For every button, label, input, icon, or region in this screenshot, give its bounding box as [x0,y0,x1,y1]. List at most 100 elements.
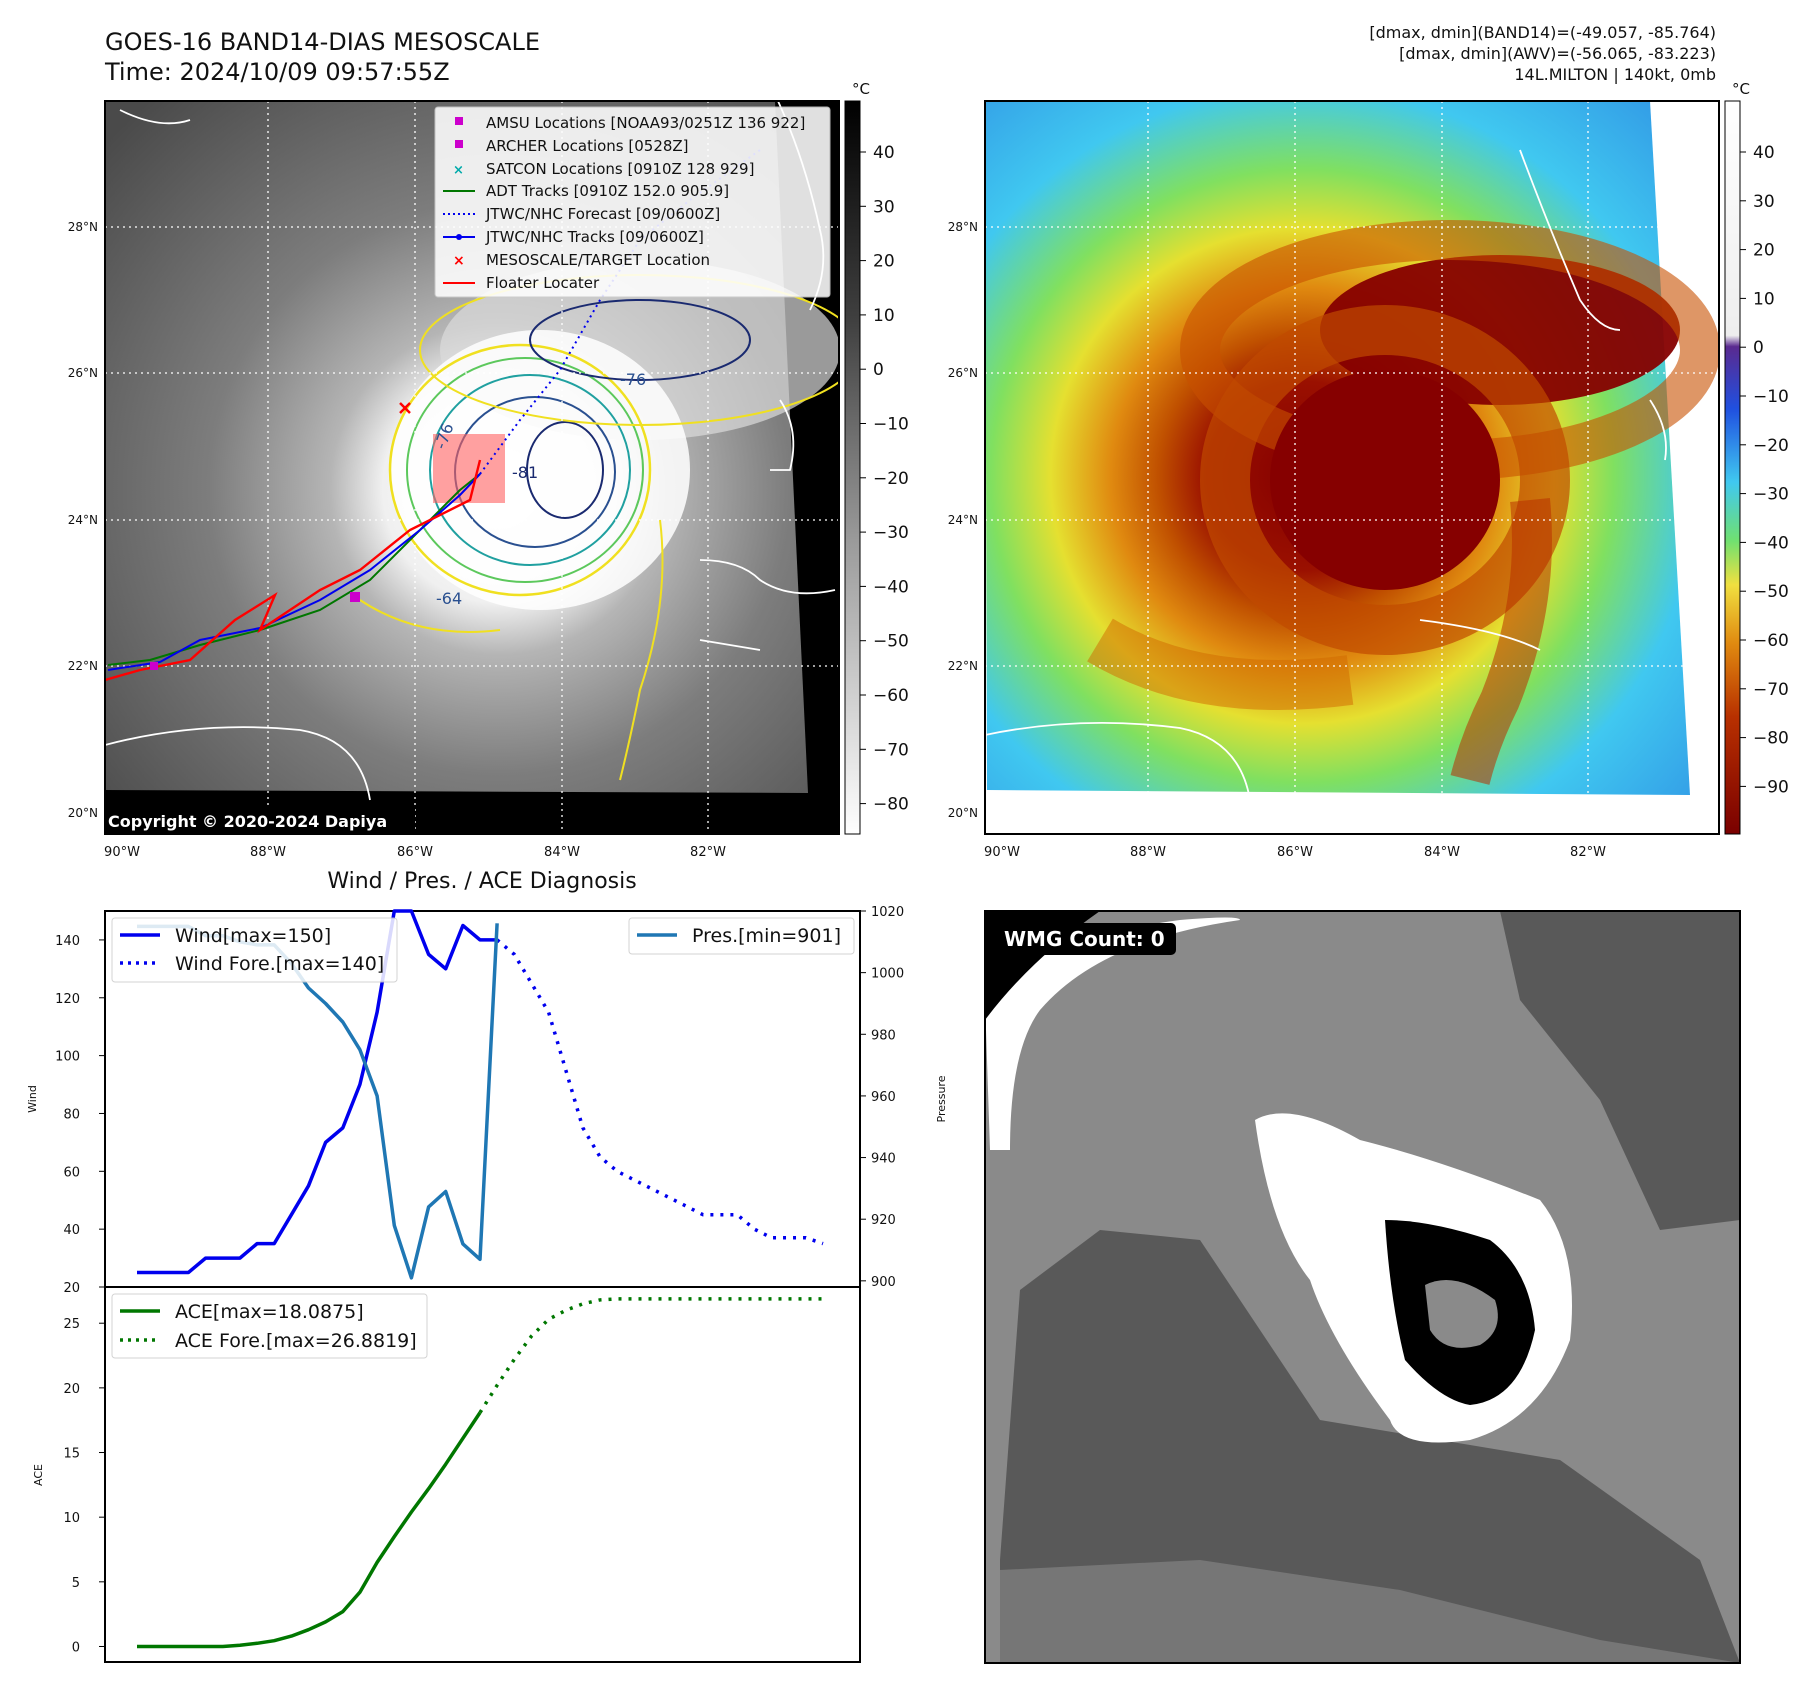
legend-item-floater: Floater Locater [443,274,600,292]
figure-title: GOES-16 BAND14-DIAS MESOSCALE [105,28,540,56]
ace-legend-box [111,1293,428,1359]
wind-y-tick-label-140: 140 [55,934,80,949]
color-lat-label-24: 24°N [948,513,978,527]
ir-colorbar-tick-label-11: −70 [873,740,909,760]
contour-teal [429,374,631,566]
color-coastlines [985,149,1667,801]
ace-series-group [137,1297,823,1649]
ir-lon-label-84: 84°W [544,845,580,860]
color-lat-label-28: 28°N [948,220,978,234]
wind-y-tick-label-80: 80 [63,1107,80,1122]
color-colorbar-tick-label-12: −80 [1753,729,1789,749]
wind-y-ticks: 20 40 60 80 100 120 140 [55,934,105,1296]
figure-time: Time: 2024/10/09 09:57:55Z [104,58,450,86]
ace-legend: ACE[max=18.0875] ACE Fore.[max=26.8819] [111,1293,428,1359]
wmg-dark-region-southwest [1000,1230,1740,1663]
map-legend-box [434,106,831,298]
ace-series-line [137,1411,482,1649]
wmg-count-label: WMG Count: 0 [1004,927,1165,951]
pressure-legend: Pres.[min=901] [628,917,855,955]
contour-rainband-west [359,599,501,633]
contour-green [406,357,644,583]
floater-locater-track [105,459,482,682]
ir-colorbar-tick-label-7: −30 [873,523,909,543]
contour-navy-north [529,299,751,381]
color-colorbar-tick-label-6: −20 [1753,436,1789,456]
ir-eyewall-cloud [390,330,690,610]
ir-colorbar-gradient [844,100,861,835]
contour-label-3: -81 [512,463,538,482]
ace-y-tick-label-20: 20 [63,1382,80,1397]
legend-item-satcon: × SATCON Locations [0910Z 128 929] [453,160,754,178]
wind-legend: Wind[max=150] Wind Fore.[max=140] [111,917,398,983]
contour-label-4: -64 [436,589,462,608]
color-lon-label-84: 84°W [1424,845,1460,860]
awv-range: [dmax, dmin](AWV)=(-56.065, -83.223) [1399,44,1716,63]
wind-y-tick-label-100: 100 [55,1050,80,1065]
map-legend: AMSU Locations [NOAA93/0251Z 136 922] AR… [434,106,831,298]
legend-label-mesoscale: MESOSCALE/TARGET Location [486,251,710,269]
legend-marker-archer [455,140,463,148]
legend-label-archer: ARCHER Locations [0528Z] [486,137,689,155]
jtwc-forecast-track [479,149,761,475]
ir-colorbar-tick-label-1: 30 [873,197,895,217]
ir-colorbar-tick-label-2: 20 [873,252,895,272]
legend-item-amsu: AMSU Locations [NOAA93/0251Z 136 922] [455,114,805,132]
legend-label-adt: ADT Tracks [0910Z 152.0 905.9] [486,182,729,200]
legend-label-amsu: AMSU Locations [NOAA93/0251Z 136 922] [486,114,805,132]
color-lat-labels: 28°N 26°N 24°N 22°N 20°N [948,220,978,820]
color-colorbar-tick-label-9: −50 [1753,582,1789,602]
color-map-panel [984,100,1720,835]
color-colorbar-tick-label-8: −40 [1753,533,1789,553]
contour-rainband-east [619,519,664,781]
color-rainband-west [1087,618,1354,710]
ace-y-tick-label-15: 15 [63,1447,80,1462]
ir-lat-labels: 28°N 26°N 24°N 22°N 20°N [68,220,98,820]
ir-colorbar-tick-label-5: −10 [873,415,909,435]
wind-y-tick-label-60: 60 [63,1165,80,1180]
color-colorbar-tick-label-7: −30 [1753,485,1789,505]
ir-lat-label-24: 24°N [68,513,98,527]
ace-chart: ACE 0 5 10 15 20 25 ACE[max=18.0875] ACE Fore… [32,1286,861,1663]
color-colorbar: °C 40 30 20 10 0 −10 −20 −30 −40 −50 −60 −70 −80 −90 [1724,80,1789,835]
legend-label-satcon: SATCON Locations [0910Z 128 929] [486,160,754,178]
color-lat-label-20: 20°N [948,806,978,820]
ir-lat-label-20: 20°N [68,806,98,820]
wmg-count-badge [996,923,1176,955]
wind-y-tick-label-20: 20 [63,1281,80,1296]
legend-marker-mesoscale: × [453,253,465,269]
color-lon-labels: 90°W 88°W 86°W 84°W 82°W [984,845,1606,860]
contour-yellow [388,343,652,597]
floater-target-box [433,434,505,503]
wind-y-tick-label-120: 120 [55,992,80,1007]
color-colorbar-tick-label-2: 20 [1753,241,1775,261]
ir-lon-label-90: 90°W [104,845,140,860]
copyright-text: Copyright © 2020-2024 Dapiya [108,812,387,831]
color-map-frame [984,100,1720,835]
ace-y-tick-label-0: 0 [72,1640,80,1655]
adt-track [107,473,481,666]
ir-colorbar-tick-label-12: −80 [873,795,909,815]
wind-series-line [137,909,498,1275]
color-lon-label-88: 88°W [1130,845,1166,860]
archer-location-marker [150,662,158,670]
ace-forecast-legend-label: ACE Fore.[max=26.8819] [175,1330,417,1352]
color-colorbar-tick-label-10: −60 [1753,631,1789,651]
legend-label-jtwc-tracks: JTWC/NHC Tracks [09/0600Z] [485,228,704,246]
legend-item-jtwc-tracks: JTWC/NHC Tracks [09/0600Z] [443,228,704,246]
pressure-axis-label: Pressure [935,1075,948,1122]
ir-colorbar: °C 40 30 20 10 0 −10 −20 −30 −40 −50 −60 −70 −80 [844,80,909,835]
pressure-legend-box [628,917,855,955]
ir-colorbar-tick-label-4: 0 [873,360,884,380]
ace-axis-label: ACE [32,1464,45,1486]
ir-lat-label-26: 26°N [68,366,98,380]
legend-item-jtwc-forecast: JTWC/NHC Forecast [09/0600Z] [443,205,720,223]
legend-label-floater: Floater Locater [486,274,600,292]
color-colorbar-tick-label-3: 10 [1753,289,1775,309]
wmg-frame [984,910,1741,1664]
pressure-y-ticks: 900 920 940 960 980 1000 1020 [860,905,904,1290]
color-lon-label-82: 82°W [1570,845,1606,860]
wind-forecast-legend-label: Wind Fore.[max=140] [175,953,384,975]
ir-lon-label-88: 88°W [250,845,286,860]
